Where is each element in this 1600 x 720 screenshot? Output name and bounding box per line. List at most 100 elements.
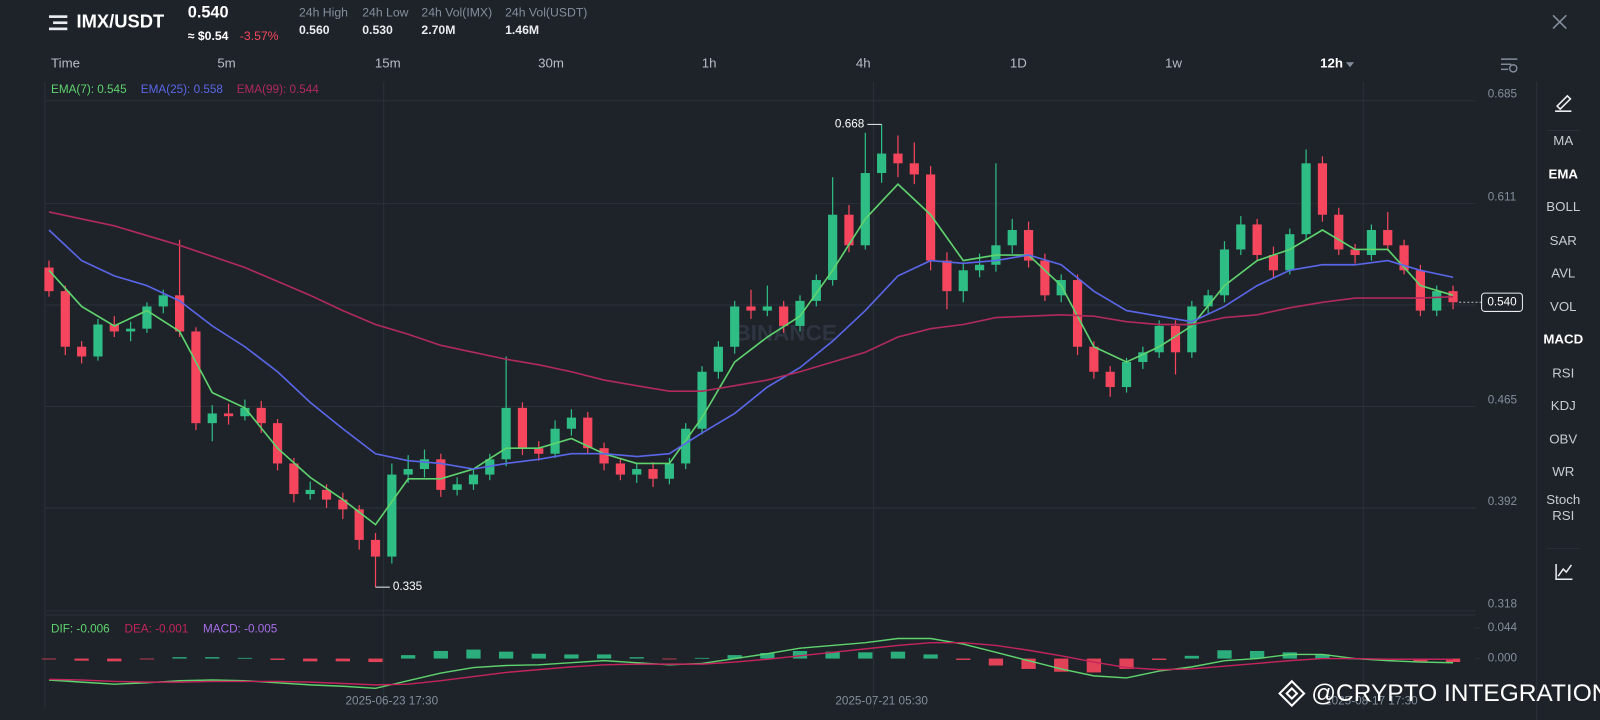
- candle-body: [289, 463, 299, 495]
- candle-body: [1334, 214, 1344, 250]
- indicator-button[interactable]: Stoch RSI: [1546, 491, 1581, 523]
- macd-bar: [727, 655, 742, 659]
- candle-body: [354, 509, 364, 540]
- candle-body: [1056, 280, 1066, 296]
- macd-line: [48, 641, 1454, 686]
- indicator-button[interactable]: KDJ: [1550, 397, 1576, 414]
- macd-bar: [237, 657, 253, 659]
- chart-type-icon[interactable]: [1555, 563, 1573, 581]
- interval-tab[interactable]: 4h: [856, 56, 871, 71]
- candle-body: [681, 428, 691, 464]
- candle-body: [1072, 280, 1083, 347]
- candle-body: [93, 324, 103, 357]
- close-icon[interactable]: [1552, 14, 1567, 30]
- stat-label: 24h High: [299, 5, 348, 19]
- legend-entry: EMA(7): 0.545: [51, 83, 127, 96]
- candle-body: [1023, 230, 1034, 261]
- candle-body: [844, 214, 854, 246]
- macd-line: [48, 637, 1454, 690]
- candle-body: [1252, 224, 1262, 256]
- draw-icon[interactable]: [1555, 94, 1572, 112]
- indicator-button[interactable]: VOL: [1549, 298, 1577, 314]
- candle-body: [1415, 270, 1425, 311]
- macd-bar: [1119, 658, 1134, 669]
- indicator-button[interactable]: BOLL: [1546, 198, 1581, 215]
- last-price-box: [1481, 292, 1523, 312]
- candle-body: [877, 153, 887, 174]
- macd-bar: [205, 657, 220, 659]
- macd-bar: [825, 651, 840, 659]
- candle-body: [632, 469, 642, 475]
- macd-bar: [988, 658, 1004, 666]
- macd-bar: [139, 658, 155, 660]
- interval-tab[interactable]: 1h: [702, 56, 717, 71]
- menu-bar: [48, 15, 68, 18]
- interval-tab[interactable]: 5m: [217, 56, 235, 71]
- candle-body: [158, 295, 168, 307]
- macd-legend-entry: MACD: -0.005: [203, 622, 278, 635]
- candle-body: [730, 306, 740, 347]
- macd-bar: [858, 652, 873, 659]
- indicator-button[interactable]: MA: [1553, 132, 1574, 148]
- menu-icon[interactable]: [48, 15, 68, 31]
- macd-bar: [172, 657, 187, 659]
- interval-tab[interactable]: 1w: [1165, 56, 1182, 71]
- candle-body: [223, 413, 234, 417]
- candle-body: [436, 459, 446, 490]
- indicator-button[interactable]: SAR: [1549, 232, 1577, 248]
- candle-body: [811, 280, 821, 301]
- y-tick-label: 0.685: [1488, 88, 1518, 101]
- macd-bar: [433, 650, 448, 659]
- ema-line: [48, 229, 1454, 470]
- indicator-button[interactable]: EMA: [1548, 165, 1578, 182]
- candle-body: [893, 153, 903, 164]
- candle-body: [77, 346, 87, 357]
- indicator-button[interactable]: RSI: [1552, 364, 1575, 380]
- y-tick-label: 0.465: [1488, 393, 1518, 406]
- macd-bar: [1021, 658, 1036, 669]
- candle-body: [1236, 224, 1246, 250]
- candle-body: [1121, 362, 1132, 388]
- macd-bar: [1249, 650, 1265, 659]
- y-tick-label: 0.611: [1488, 191, 1516, 204]
- candle-body: [648, 469, 658, 479]
- interval-tab[interactable]: Time: [51, 56, 80, 71]
- menu-bar: [48, 27, 68, 31]
- settings-icon[interactable]: [1501, 58, 1518, 73]
- ema-line: [48, 182, 1454, 526]
- macd-bar: [694, 657, 710, 659]
- candle-body: [762, 306, 772, 311]
- macd-bar: [662, 658, 677, 660]
- interval-tab[interactable]: 30m: [538, 56, 564, 71]
- candle-body: [942, 260, 952, 292]
- credit-logo: [1278, 679, 1306, 708]
- indicator-button[interactable]: MACD: [1543, 331, 1584, 347]
- interval-tab[interactable]: 1D: [1010, 56, 1027, 71]
- macd-y-tick-label: 0.044: [1488, 621, 1518, 634]
- candle-body: [1317, 163, 1328, 215]
- candle-body: [338, 499, 348, 510]
- candle-body: [779, 306, 789, 326]
- macd-bar: [368, 658, 383, 663]
- indicator-button[interactable]: AVL: [1551, 265, 1576, 281]
- interval-tab[interactable]: 15m: [375, 56, 401, 71]
- indicator-button[interactable]: OBV: [1549, 430, 1578, 447]
- stat-label: 24h Vol(IMX): [421, 5, 492, 19]
- macd-bar: [270, 658, 285, 660]
- candle-body: [615, 463, 625, 475]
- symbol[interactable]: IMX/USDT: [77, 10, 166, 31]
- macd-bar: [335, 658, 350, 662]
- indicator-button[interactable]: WR: [1552, 464, 1575, 480]
- candle-body: [174, 295, 185, 332]
- candle-body: [191, 331, 201, 424]
- x-tick-label: 2025-08-17 17:30: [1325, 695, 1418, 708]
- candle-body: [452, 484, 462, 490]
- macd-bar: [1282, 652, 1297, 659]
- candle-body: [109, 324, 119, 332]
- interval-tab[interactable]: 12h: [1320, 56, 1343, 71]
- stat-label: 24h Low: [362, 5, 408, 19]
- candle-body: [256, 407, 266, 424]
- candle-body: [958, 270, 968, 292]
